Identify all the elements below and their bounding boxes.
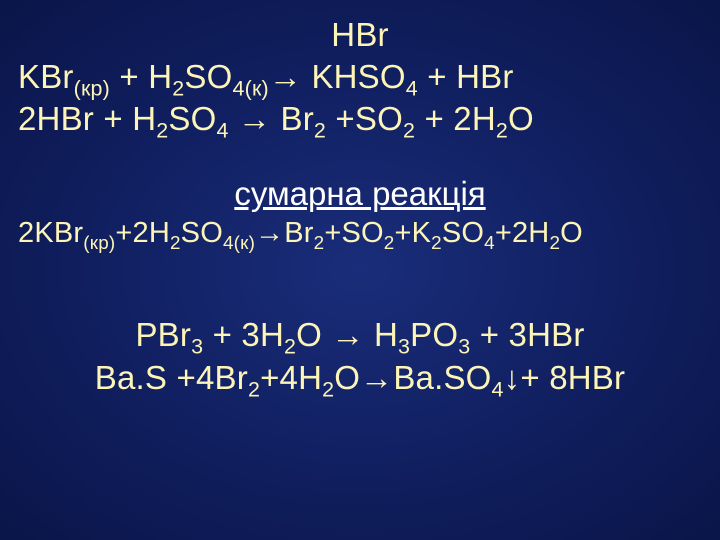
eq2-s4: 2: [403, 119, 415, 143]
equation-2: 2HBr + H2SO4 → Br2 +SO2 + 2H2O: [18, 98, 702, 140]
eq3-e: + 3HBr: [470, 316, 584, 353]
sum-g: SO: [442, 217, 484, 249]
sum-f: +K: [394, 217, 431, 249]
eq3-s3: 3: [398, 335, 410, 359]
sum-s4: 2: [384, 232, 395, 253]
sum-s7: 2: [549, 232, 560, 253]
eq3-s2: 2: [284, 335, 296, 359]
eq2-d: +SO: [326, 100, 403, 137]
sum-i: O: [560, 217, 583, 249]
eq4-b: +4H: [260, 359, 322, 396]
eq4-a: Ba.S +4Br: [95, 359, 248, 396]
eq3-c: O → H: [296, 316, 398, 353]
eq2-s2: 4: [216, 119, 228, 143]
eq1-t3: SO: [184, 58, 232, 95]
sum-st: (кр): [83, 232, 115, 253]
sum-a: 2KBr: [18, 217, 83, 249]
eq3-s4: 3: [458, 335, 470, 359]
summary-label: сумарна реакція: [18, 175, 702, 213]
eq1-s1: 2: [172, 77, 184, 101]
equation-3: PBr3 + 3H2O → H3PO3 + 3HBr: [18, 314, 702, 356]
eq2-s3: 2: [314, 119, 326, 143]
summary-equation: 2KBr(кр)+2H2SO4(к)→Br2+SO2+K2SO4+2H2O: [18, 215, 702, 253]
sum-e: +SO: [324, 217, 383, 249]
sum-s1: 2: [170, 232, 181, 253]
eq1-t5: + HBr: [418, 58, 514, 95]
sum-s3: 2: [314, 232, 325, 253]
eq1-s3: 4: [406, 77, 418, 101]
eq1-t2: + H: [110, 58, 172, 95]
eq2-c: → Br: [229, 100, 314, 137]
eq1-t1: KBr: [18, 58, 74, 95]
eq4-c: O→Ba.SO: [334, 359, 491, 396]
eq1-state1: (кр): [74, 77, 110, 101]
eq4-s1: 2: [248, 377, 260, 401]
sum-b: +2H: [115, 217, 170, 249]
eq4-s2: 2: [322, 377, 334, 401]
eq2-f: O: [508, 100, 534, 137]
sum-s2: 4(к): [223, 232, 255, 253]
eq3-s1: 3: [191, 335, 203, 359]
eq2-s5: 2: [496, 119, 508, 143]
eq1-s2: 4(к): [232, 77, 268, 101]
eq2-s1: 2: [156, 119, 168, 143]
eq4-d: ↓+ 8HBr: [504, 359, 626, 396]
sum-s5: 2: [431, 232, 442, 253]
sum-h: +2H: [495, 217, 550, 249]
eq2-e: + 2H: [415, 100, 496, 137]
eq3-d: PO: [410, 316, 458, 353]
eq3-b: + 3H: [203, 316, 284, 353]
equation-1: KBr(кр) + H2SO4(к)→ KHSO4 + HBr: [18, 56, 702, 98]
sum-s6: 4: [484, 232, 495, 253]
equation-4: Ba.S +4Br2+4H2O→Ba.SO4↓+ 8HBr: [18, 357, 702, 399]
title: HBr: [18, 14, 702, 56]
eq2-b: SO: [168, 100, 216, 137]
slide: HBr KBr(кр) + H2SO4(к)→ KHSO4 + HBr 2HBr…: [0, 0, 720, 540]
eq4-s3: 4: [492, 377, 504, 401]
sum-d: →Br: [255, 217, 314, 249]
eq1-t4: → KHSO: [269, 58, 406, 95]
eq3-a: PBr: [135, 316, 191, 353]
eq2-a: 2HBr + H: [18, 100, 156, 137]
sum-c: SO: [181, 217, 223, 249]
